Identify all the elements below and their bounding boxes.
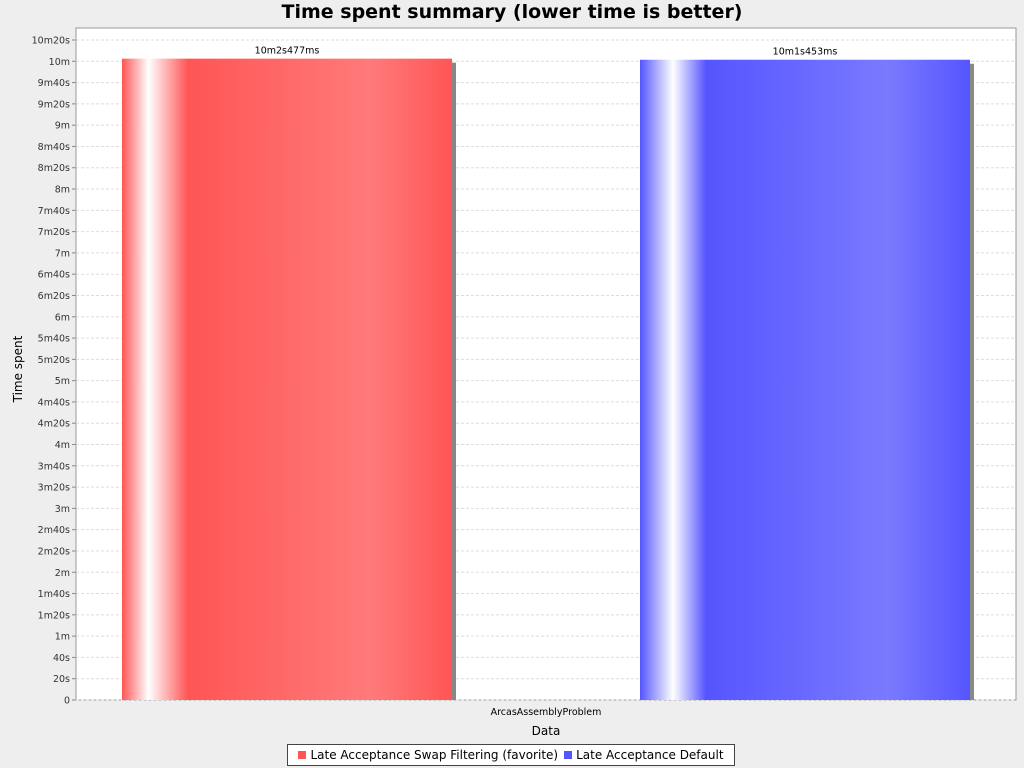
y-tick-label: 9m xyxy=(55,121,70,132)
y-tick-label: 1m xyxy=(55,632,70,643)
y-tick-label: 4m20s xyxy=(38,419,70,430)
y-tick-label: 2m20s xyxy=(38,546,70,557)
y-tick-label: 6m40s xyxy=(38,270,70,281)
y-tick-label: 3m xyxy=(55,504,70,515)
bars: 10m2s477ms 10m1s453ms xyxy=(122,46,974,701)
y-tick-label: 5m xyxy=(55,376,70,387)
y-tick-label: 9m40s xyxy=(38,78,70,89)
y-tick-label: 10m xyxy=(49,57,70,68)
x-axis-label: Data xyxy=(531,724,561,738)
legend-swatch-red xyxy=(298,751,307,759)
y-tick-label: 1m20s xyxy=(38,610,70,621)
y-tick-label: 4m xyxy=(55,440,70,451)
y-tick-label: 4m40s xyxy=(38,397,70,408)
legend-label: Late Acceptance Swap Filtering (favorite… xyxy=(310,748,559,762)
y-axis-label: Time spent xyxy=(11,335,25,403)
y-tick-label: 2m xyxy=(55,568,70,579)
y-tick-label: 3m20s xyxy=(38,483,70,494)
y-tick-label: 9m20s xyxy=(38,99,70,110)
bar-swap-filtering xyxy=(122,58,452,701)
legend-item-default: Late Acceptance Default xyxy=(564,748,724,762)
y-tick-label: 7m40s xyxy=(38,206,70,217)
legend: Late Acceptance Swap Filtering (favorite… xyxy=(287,744,735,766)
legend-label: Late Acceptance Default xyxy=(576,748,724,762)
y-tick-label: 20s xyxy=(53,674,70,685)
y-tick-label: 0 xyxy=(64,696,70,707)
bar-value-label: 10m2s477ms xyxy=(255,46,320,57)
x-category-label: ArcasAssemblyProblem xyxy=(491,707,602,718)
y-tick-label: 3m40s xyxy=(38,461,70,472)
y-tick-label: 6m20s xyxy=(38,291,70,302)
legend-item-swap-filtering: Late Acceptance Swap Filtering (favorite… xyxy=(298,748,558,762)
bar-default xyxy=(640,59,970,700)
y-tick-label: 1m40s xyxy=(38,589,70,600)
y-tick-label: 6m xyxy=(55,312,70,323)
legend-swatch-blue xyxy=(564,751,573,759)
chart-title: Time spent summary (lower time is better… xyxy=(281,1,743,23)
y-tick-label: 7m20s xyxy=(38,227,70,238)
category-labels: ArcasAssemblyProblem xyxy=(491,707,602,718)
y-axis-ticks: 0 20s 40s 1m 1m20s 1m40s 2m 2m20s 2m40s 3m 3m20s 3m… xyxy=(32,36,76,707)
y-tick-label: 8m xyxy=(55,185,70,196)
y-tick-label: 40s xyxy=(53,653,70,664)
y-tick-label: 8m40s xyxy=(38,142,70,153)
y-tick-label: 8m20s xyxy=(38,163,70,174)
bar-value-label: 10m1s453ms xyxy=(773,47,838,58)
y-tick-label: 10m20s xyxy=(32,36,70,47)
y-tick-label: 5m40s xyxy=(38,334,70,345)
y-tick-label: 2m40s xyxy=(38,525,70,536)
y-tick-label: 5m20s xyxy=(38,355,70,366)
y-tick-label: 7m xyxy=(55,248,70,259)
